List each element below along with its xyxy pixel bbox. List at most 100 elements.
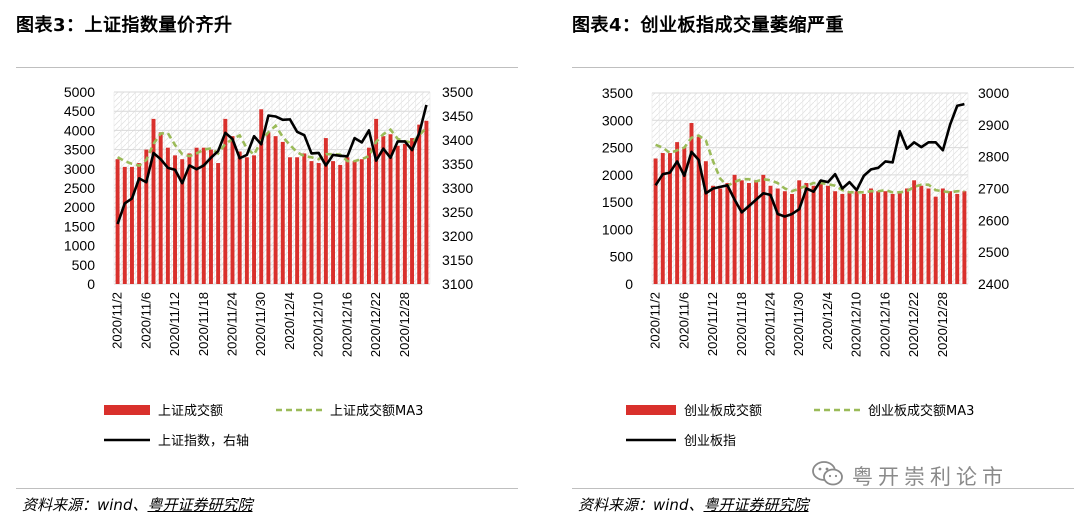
bar xyxy=(847,191,852,284)
x-tick-label: 2020/12/4 xyxy=(282,292,297,350)
bar xyxy=(366,147,371,284)
y-left-tick-label: 4500 xyxy=(64,103,95,119)
bar xyxy=(230,136,235,284)
y-right-tick-label: 3450 xyxy=(442,108,473,124)
bar xyxy=(208,149,213,284)
bar xyxy=(345,157,350,284)
bar xyxy=(424,120,429,284)
legend-swatch-bar xyxy=(626,405,676,415)
y-left-tick-label: 1500 xyxy=(64,218,95,234)
bar xyxy=(675,142,680,284)
chart-panel-right: 图表4：创业板指成交量萎缩严重 0 500 1000 1500 2000 2500 3000… xyxy=(556,0,1076,524)
bar xyxy=(962,191,967,284)
bar xyxy=(667,153,672,284)
bar xyxy=(173,155,178,284)
source-link[interactable]: 粤开证券研究院 xyxy=(147,496,253,514)
source-prefix: 资料来源：wind、 xyxy=(578,496,704,514)
bar xyxy=(818,180,823,284)
x-axis: 2020/11/2 2020/11/6 2020/11/12 2020/11/18 20… xyxy=(110,292,412,357)
bar xyxy=(252,155,257,284)
y-right-tick-label: 3350 xyxy=(442,156,473,172)
y-left-tick-label: 4000 xyxy=(64,122,95,138)
bar xyxy=(711,185,716,284)
bar xyxy=(948,191,953,284)
x-tick-label: 2020/11/24 xyxy=(763,292,778,356)
bar xyxy=(402,143,407,284)
bar xyxy=(840,193,845,284)
x-tick-label: 2020/11/2 xyxy=(648,292,663,349)
bar xyxy=(904,188,909,284)
index-line xyxy=(654,102,965,218)
bar xyxy=(825,185,830,284)
bar xyxy=(869,188,874,284)
bar xyxy=(137,163,142,284)
bar xyxy=(761,174,766,284)
y-left-tick-label: 2000 xyxy=(602,167,633,183)
y-right-tick-label: 3250 xyxy=(442,204,473,220)
bar xyxy=(374,118,379,284)
bar xyxy=(739,180,744,284)
watermark-text: 粤开崇利论市 xyxy=(852,465,1008,489)
y-right-tick-label: 2800 xyxy=(978,149,1009,165)
bar xyxy=(861,193,866,284)
y-left-tick-label: 2500 xyxy=(602,140,633,156)
bar xyxy=(295,157,300,284)
source-link[interactable]: 粤开证券研究院 xyxy=(703,496,809,514)
y-left-tick-label: 1000 xyxy=(602,221,633,237)
bar xyxy=(244,157,249,284)
bar xyxy=(273,136,278,284)
bar xyxy=(216,163,221,284)
legend-label: 上证指数，右轴 xyxy=(158,434,249,449)
right-axis: 3100 3150 3200 3250 3300 3350 3400 3450 3500 xyxy=(442,84,473,292)
bar xyxy=(775,188,780,284)
legend-label: 上证成交额MA3 xyxy=(330,403,423,419)
bar xyxy=(955,193,960,284)
x-tick-label: 2020/12/16 xyxy=(339,292,354,357)
source-note: 资料来源：wind、粤开证券研究院 xyxy=(22,494,252,515)
y-left-tick-label: 2500 xyxy=(64,180,95,196)
bar xyxy=(280,141,285,284)
y-left-tick-label: 500 xyxy=(72,257,96,273)
y-right-tick-label: 2900 xyxy=(978,117,1009,133)
x-tick-label: 2020/11/30 xyxy=(791,292,806,356)
x-tick-label: 2020/12/16 xyxy=(877,292,892,357)
bar xyxy=(338,164,343,284)
y-left-tick-label: 500 xyxy=(610,249,634,265)
bar xyxy=(302,153,307,284)
y-left-tick-label: 3000 xyxy=(602,112,633,128)
y-right-tick-label: 2400 xyxy=(978,276,1009,292)
x-tick-label: 2020/12/28 xyxy=(397,292,412,357)
chinext-volume-chart: 0 500 1000 1500 2000 2500 3000 3500 2400 2500 2600… xyxy=(602,85,1010,449)
source-prefix: 资料来源：wind、 xyxy=(22,496,148,514)
left-axis: 0 500 1000 1500 2000 2500 3000 3500 xyxy=(602,85,633,292)
x-tick-label: 2020/12/4 xyxy=(820,292,835,350)
x-tick-label: 2020/11/6 xyxy=(676,292,691,349)
bar xyxy=(187,153,192,284)
x-tick-label: 2020/12/10 xyxy=(849,292,864,357)
ma3-line xyxy=(116,123,428,168)
bar xyxy=(388,134,393,284)
bar xyxy=(725,183,730,284)
bar xyxy=(417,124,422,284)
bar-series xyxy=(653,123,967,284)
bar xyxy=(122,166,127,284)
x-tick-label: 2020/11/2 xyxy=(110,292,125,349)
bar xyxy=(237,151,242,284)
bar xyxy=(811,185,816,284)
legend-label: 创业板成交额 xyxy=(684,403,762,419)
chart-panel-left: 图表3：上证指数量价齐升 0 500 1000 1500 2000 2500 3000 350… xyxy=(0,0,520,524)
top-divider xyxy=(16,67,518,68)
bar xyxy=(933,196,938,284)
x-tick-label: 2020/11/12 xyxy=(705,292,720,356)
legend-swatch-bar xyxy=(104,405,150,415)
bar xyxy=(309,161,314,284)
bar xyxy=(194,147,199,284)
source-note: 资料来源：wind、粤开证券研究院 xyxy=(578,494,808,515)
bar xyxy=(682,147,687,284)
bar xyxy=(352,161,357,284)
bar xyxy=(158,132,163,284)
bar xyxy=(381,136,386,284)
bar xyxy=(732,174,737,284)
bar xyxy=(410,138,415,284)
bar xyxy=(940,188,945,284)
